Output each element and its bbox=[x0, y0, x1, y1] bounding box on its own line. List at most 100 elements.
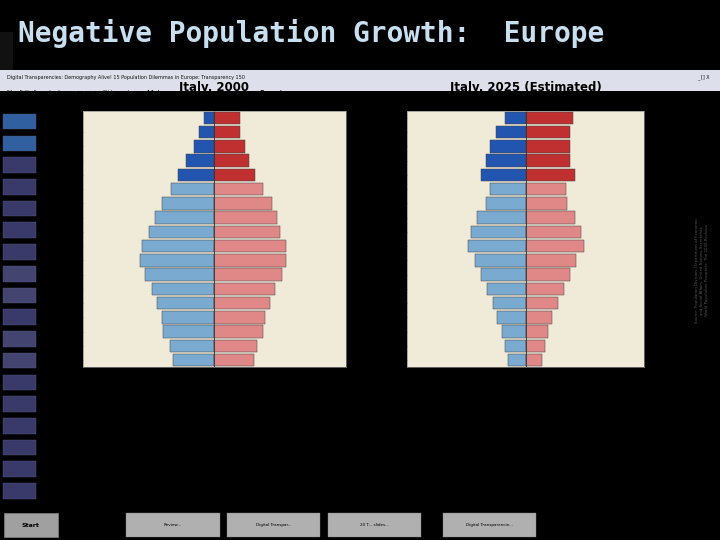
Bar bbox=[490, 183, 526, 195]
Text: Start: Start bbox=[22, 523, 39, 528]
Bar bbox=[481, 268, 526, 281]
Text: Critical Thinking Question 1: Critical Thinking Question 1 bbox=[385, 381, 559, 391]
Bar bbox=[215, 354, 253, 366]
Bar bbox=[3, 244, 37, 260]
Title: Italy, 2000: Italy, 2000 bbox=[179, 81, 249, 94]
Bar bbox=[328, 513, 421, 537]
Bar bbox=[3, 179, 37, 194]
Bar bbox=[163, 325, 215, 338]
Bar bbox=[215, 240, 287, 252]
Text: Digital Transparencies: Demography Alive! 15 Population Dilemmas in Europe: Tran: Digital Transparencies: Demography Alive… bbox=[7, 75, 245, 80]
Text: As a group, brainstorm at
least three causes of negative
population growth.: As a group, brainstorm at least three ca… bbox=[83, 451, 231, 484]
X-axis label: Percent of Population: Percent of Population bbox=[174, 386, 255, 394]
Bar bbox=[155, 211, 215, 224]
Bar bbox=[485, 197, 526, 210]
Bar bbox=[215, 268, 282, 281]
Bar bbox=[215, 197, 271, 210]
Text: _ [] X: _ [] X bbox=[696, 75, 709, 80]
Text: What is the best way to prevent
negative population growth?: What is the best way to prevent negative… bbox=[385, 402, 542, 424]
Bar bbox=[215, 340, 257, 352]
Bar bbox=[526, 325, 548, 338]
Bar bbox=[215, 168, 256, 181]
Bar bbox=[526, 183, 566, 195]
Bar bbox=[204, 112, 215, 124]
X-axis label: Percent of Population: Percent of Population bbox=[485, 386, 567, 394]
Bar bbox=[3, 418, 37, 434]
Bar bbox=[3, 331, 37, 347]
Bar bbox=[199, 126, 215, 138]
Bar bbox=[3, 309, 37, 325]
Bar bbox=[3, 222, 37, 238]
Text: Female: Female bbox=[565, 90, 593, 99]
Bar bbox=[194, 140, 215, 153]
Bar bbox=[526, 282, 564, 295]
Bar bbox=[215, 254, 287, 267]
Bar bbox=[170, 340, 215, 352]
Bar bbox=[526, 112, 573, 124]
Text: Digital Transparencie...: Digital Transparencie... bbox=[466, 523, 513, 527]
Bar bbox=[3, 462, 37, 477]
Bar bbox=[227, 513, 320, 537]
Y-axis label: Age: Age bbox=[45, 232, 53, 246]
Text: Male: Male bbox=[146, 90, 164, 99]
Bar bbox=[526, 297, 558, 309]
Bar bbox=[505, 340, 526, 352]
Bar bbox=[526, 254, 576, 267]
Bar bbox=[526, 311, 552, 323]
Bar bbox=[0, 70, 720, 91]
Bar bbox=[3, 201, 37, 217]
Text: Female: Female bbox=[259, 90, 287, 99]
Bar bbox=[171, 183, 215, 195]
Y-axis label: Age: Age bbox=[369, 232, 377, 246]
Bar bbox=[148, 226, 215, 238]
Bar bbox=[485, 154, 526, 167]
Bar bbox=[3, 483, 37, 499]
Bar bbox=[526, 240, 583, 252]
Text: Source: Population Division, Department of Economic
and Social Affairs, United N: Source: Population Division, Department … bbox=[696, 217, 708, 323]
Bar bbox=[3, 157, 37, 173]
Text: Negative Population Growth:  Europe: Negative Population Growth: Europe bbox=[18, 19, 604, 48]
Bar bbox=[477, 211, 526, 224]
Bar bbox=[508, 354, 526, 366]
Bar bbox=[475, 254, 526, 267]
Bar bbox=[496, 126, 526, 138]
Text: 20 T... slides...: 20 T... slides... bbox=[360, 523, 389, 527]
Bar bbox=[173, 354, 215, 366]
Bar bbox=[215, 140, 246, 153]
Bar bbox=[526, 340, 545, 352]
Bar bbox=[178, 168, 215, 181]
Bar bbox=[505, 112, 526, 124]
Bar bbox=[468, 240, 526, 252]
Bar bbox=[490, 140, 526, 153]
Bar bbox=[526, 268, 570, 281]
Bar bbox=[526, 126, 570, 138]
Bar bbox=[3, 288, 37, 303]
Bar bbox=[443, 513, 536, 537]
Bar bbox=[215, 126, 240, 138]
Bar bbox=[3, 353, 37, 368]
Bar bbox=[145, 268, 215, 281]
Title: Italy, 2025 (Estimated): Italy, 2025 (Estimated) bbox=[450, 81, 601, 94]
Bar bbox=[471, 226, 526, 238]
Bar bbox=[526, 211, 575, 224]
Bar bbox=[3, 136, 37, 151]
Bar bbox=[526, 197, 567, 210]
Bar bbox=[493, 297, 526, 309]
Bar bbox=[526, 354, 542, 366]
Bar bbox=[126, 513, 220, 537]
Bar bbox=[3, 266, 37, 281]
Bar bbox=[161, 197, 215, 210]
Bar bbox=[4, 513, 58, 537]
Text: What causes negative
population growth?: What causes negative population growth? bbox=[83, 402, 192, 424]
Bar bbox=[526, 168, 575, 181]
Bar bbox=[215, 112, 240, 124]
Bar bbox=[215, 297, 270, 309]
Text: Dilemma 1: Dilemma 1 bbox=[83, 381, 149, 391]
Text: Male: Male bbox=[463, 90, 481, 99]
Bar bbox=[0, 31, 13, 70]
Bar bbox=[215, 226, 280, 238]
Bar bbox=[3, 114, 37, 130]
Bar bbox=[215, 282, 275, 295]
Bar bbox=[161, 311, 215, 323]
Bar bbox=[487, 282, 526, 295]
